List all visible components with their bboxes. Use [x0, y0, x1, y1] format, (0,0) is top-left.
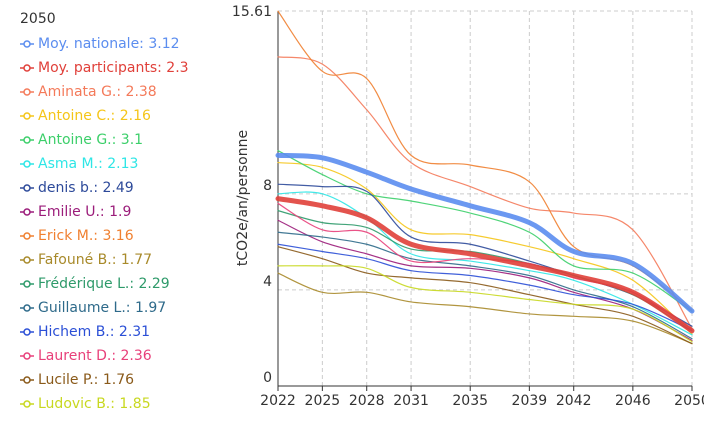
series-line	[277, 246, 693, 345]
series-line	[277, 231, 693, 340]
legend-label: denis b.: 2.49	[38, 180, 134, 196]
legend-marker	[23, 376, 31, 384]
series-line	[275, 152, 695, 314]
series-line	[275, 196, 695, 334]
legend-marker	[23, 232, 31, 240]
legend-label: Moy. nationale: 3.12	[38, 36, 180, 52]
legend-marker	[23, 280, 31, 288]
x-tick-label: 2028	[349, 393, 385, 409]
series-line	[277, 161, 693, 335]
legend-marker	[23, 160, 31, 168]
y-tick-label: 4	[263, 274, 272, 290]
x-tick-label: 2035	[452, 393, 488, 409]
series-line	[277, 243, 693, 332]
legend-label: Ludovic B.: 1.85	[38, 396, 151, 412]
legend-marker	[23, 88, 31, 96]
legend-marker	[23, 208, 31, 216]
x-tick-label: 2050	[674, 393, 704, 409]
legend-label: Antoine C.: 2.16	[38, 108, 151, 124]
legend-marker	[23, 328, 31, 336]
legend-marker	[23, 184, 31, 192]
series-line	[277, 210, 693, 332]
legend-label: Moy. participants: 2.3	[38, 60, 189, 76]
legend-label: Erick M.: 3.16	[38, 228, 134, 244]
x-tick-label: 2046	[615, 393, 651, 409]
y-tick-label: 8	[263, 178, 272, 194]
series-line	[277, 272, 693, 345]
legend-title: 2050	[20, 11, 56, 27]
legend-label: Antoine G.: 3.1	[38, 132, 143, 148]
legend-label: Emilie U.: 1.9	[38, 204, 131, 220]
legend-label: Aminata G.: 2.38	[38, 84, 157, 100]
x-tick-label: 2025	[305, 393, 341, 409]
legend-label: Frédérique L.: 2.29	[38, 276, 170, 292]
series-line	[277, 149, 693, 313]
legend-label: Lucile P.: 1.76	[38, 372, 134, 388]
y-axis-title: tCO2e/an/personne	[235, 130, 251, 266]
legend-label: Guillaume L.: 1.97	[38, 300, 166, 316]
x-tick-label: 2022	[260, 393, 296, 409]
series-line	[277, 219, 693, 341]
legend-marker	[23, 304, 31, 312]
legend-marker	[23, 256, 31, 264]
legend-marker	[23, 352, 31, 360]
legend-marker	[23, 64, 31, 72]
y-tick-label: 0	[263, 370, 272, 386]
legend-marker	[23, 400, 31, 408]
series-line	[277, 191, 693, 336]
legend-label: Asma M.: 2.13	[38, 156, 138, 172]
legend-marker	[23, 40, 31, 48]
legend-marker	[23, 112, 31, 120]
x-tick-label: 2039	[512, 393, 548, 409]
x-tick-label: 2031	[393, 393, 429, 409]
legend-label: Fafouné B.: 1.77	[38, 252, 152, 268]
legend-label: Hichem B.: 2.31	[38, 324, 150, 340]
legend-marker	[23, 136, 31, 144]
x-tick-label: 2042	[556, 393, 592, 409]
series-line	[277, 56, 693, 330]
legend-label: Laurent D.: 2.36	[38, 348, 152, 364]
y-tick-label: 15.61	[232, 4, 272, 20]
series-line	[277, 265, 693, 343]
